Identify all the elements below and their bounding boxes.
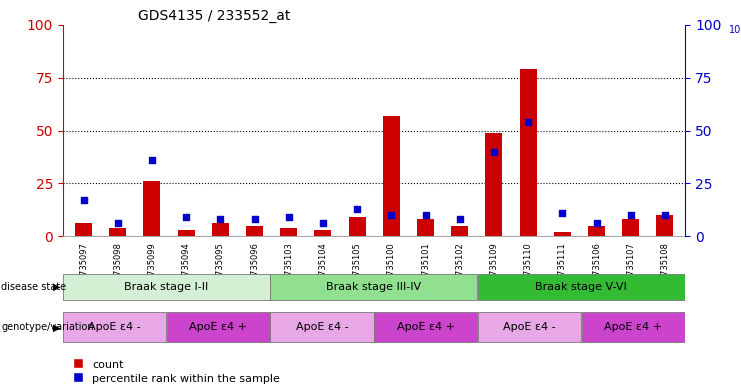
Point (78, 197, 90, 204)
Text: Braak stage V-VI: Braak stage V-VI (536, 282, 627, 292)
Bar (280, 228, 297, 236)
Text: Braak stage I-II: Braak stage I-II (124, 282, 208, 292)
Text: disease state: disease state (1, 282, 67, 292)
Bar (478, 312, 581, 343)
Point (385, 212, 397, 218)
Bar (485, 133, 502, 236)
Bar (554, 232, 571, 236)
Bar (178, 230, 195, 236)
Text: ▶: ▶ (53, 282, 61, 292)
Bar (588, 226, 605, 236)
Text: ApoE ε4 -: ApoE ε4 - (88, 322, 141, 333)
Text: ApoE ε4 -: ApoE ε4 - (503, 322, 556, 333)
Text: 100%: 100% (729, 25, 741, 35)
Text: ApoE ε4 +: ApoE ε4 + (189, 322, 247, 333)
Text: genotype/variation: genotype/variation (1, 322, 94, 333)
Bar (519, 70, 536, 236)
Point (214, 216, 226, 222)
Point (248, 216, 260, 222)
Point (659, 212, 671, 218)
Bar (478, 274, 685, 300)
Bar (270, 274, 477, 300)
Bar (63, 312, 166, 343)
Bar (314, 230, 331, 236)
Point (556, 210, 568, 216)
Point (522, 119, 534, 125)
Bar (417, 219, 434, 236)
Bar (167, 312, 270, 343)
Bar (383, 116, 400, 236)
Point (146, 157, 158, 163)
Text: ApoE ε4 +: ApoE ε4 + (396, 322, 455, 333)
Bar (143, 181, 161, 236)
Point (419, 212, 431, 218)
Bar (246, 226, 263, 236)
Bar (348, 217, 365, 236)
Point (453, 216, 465, 222)
Bar (657, 215, 674, 236)
Bar (451, 226, 468, 236)
Point (625, 212, 637, 218)
Bar (212, 223, 229, 236)
Text: ApoE ε4 +: ApoE ε4 + (604, 322, 662, 333)
Point (283, 214, 295, 220)
Bar (622, 219, 639, 236)
Bar (582, 312, 685, 343)
Point (488, 149, 500, 155)
Text: ▶: ▶ (53, 322, 61, 333)
Text: GDS4135 / 233552_at: GDS4135 / 233552_at (138, 8, 290, 23)
Point (351, 206, 363, 212)
Bar (270, 312, 373, 343)
Text: Braak stage III-IV: Braak stage III-IV (326, 282, 422, 292)
Point (180, 214, 192, 220)
Point (317, 220, 329, 227)
Bar (75, 223, 92, 236)
Bar (63, 274, 270, 300)
Point (591, 220, 602, 227)
Text: ApoE ε4 -: ApoE ε4 - (296, 322, 348, 333)
Bar (109, 228, 126, 236)
Legend: count, percentile rank within the sample: count, percentile rank within the sample (72, 359, 280, 384)
Point (112, 220, 124, 227)
Bar (374, 312, 477, 343)
